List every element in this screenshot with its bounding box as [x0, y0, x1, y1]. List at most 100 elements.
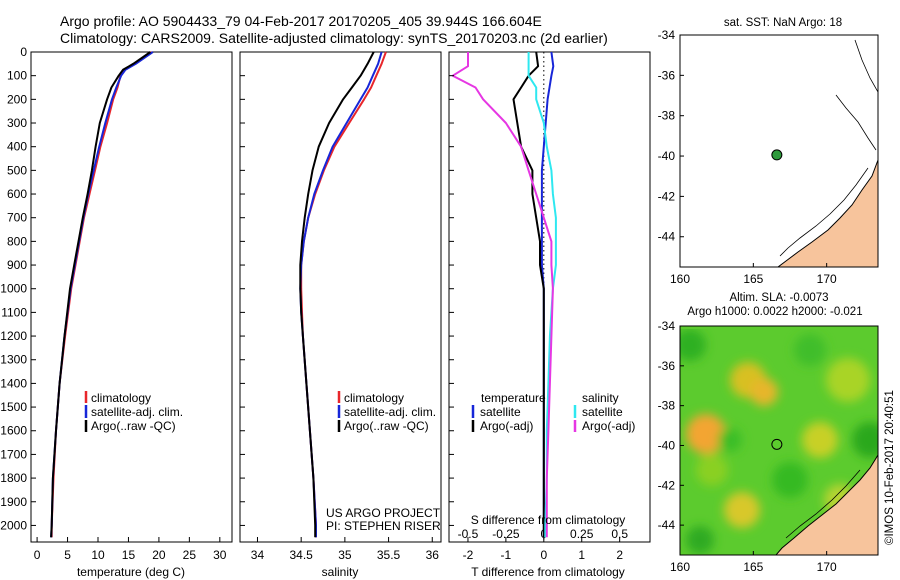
map-y-tick-label: -44: [658, 518, 676, 532]
project-credit: US ARGO PROJECT: [326, 506, 441, 520]
depth-tick-label: 100: [7, 69, 27, 83]
x-tick-label: 36: [426, 548, 440, 562]
x-tick-label: 35.5: [377, 548, 401, 562]
map-y-tick-label: -40: [658, 149, 676, 163]
map-x-tick-label: 165: [743, 560, 763, 574]
salinity-chart: 34 34.5 35 35.5 36: [251, 51, 440, 562]
depth-tick-label: 1500: [0, 400, 27, 414]
map-y-tick-label: -40: [658, 438, 676, 452]
series-line: [299, 51, 375, 538]
x-tick-label: 30: [213, 548, 227, 562]
argo-position-marker: [771, 149, 783, 161]
x-tick-label: 34: [251, 548, 265, 562]
depth-tick-label: 1100: [1, 305, 27, 319]
series-line: [527, 52, 557, 538]
legend-climatology: climatology: [91, 391, 151, 405]
sla-map-axes: 160 165 170 -34 -36 -38 -40 -42 -44: [658, 319, 837, 574]
map-x-tick-label: 170: [817, 272, 837, 286]
series-line: [50, 51, 153, 538]
bathymetry-contour: [785, 469, 861, 539]
sst-map-frame: [679, 34, 879, 268]
depth-tick-label: 2000: [0, 518, 27, 532]
new-zealand-land: [777, 159, 878, 267]
sla-map-frame: [679, 325, 879, 556]
temperature-chart: 0 5 10 15 20 25 30: [34, 51, 227, 562]
map-y-tick-label: -42: [658, 478, 676, 492]
depth-tick-label: 600: [7, 187, 27, 201]
pi-credit: PI: STEPHEN RISER: [326, 519, 441, 533]
temperature-legend: climatology satellite-adj. clim. Argo(..…: [84, 391, 183, 433]
x-tick-label: -1: [501, 548, 512, 562]
legend-temp-argo: Argo(-adj): [480, 419, 533, 433]
x-tick-label: 35: [338, 548, 352, 562]
x-tick-label: 25: [183, 548, 197, 562]
sst-map-title: sat. SST: NaN Argo: 18: [724, 17, 842, 29]
sla-map: [680, 326, 878, 555]
new-zealand-land: [775, 454, 878, 555]
map-x-tick-label: 160: [670, 560, 690, 574]
x-tick-label: 0: [540, 548, 547, 562]
map-x-tick-label: 165: [743, 272, 763, 286]
legend-temperature-header: temperature: [481, 391, 546, 405]
depth-tick-label: 300: [7, 116, 27, 130]
depth-tick-label: 500: [7, 163, 27, 177]
x2-tick-label: 0.25: [570, 527, 594, 541]
difference-panel-frame: [448, 51, 651, 543]
legend-satellite: satellite-adj. clim.: [344, 405, 436, 419]
depth-tick-label: 200: [7, 92, 27, 106]
series-line: [451, 52, 554, 538]
x2-tick-label: -0.25: [492, 527, 520, 541]
x-tick-label: 15: [122, 548, 136, 562]
legend-climatology: climatology: [344, 391, 404, 405]
map-y-tick-label: -36: [658, 68, 676, 82]
series-line: [512, 51, 545, 538]
header-subtitle: Climatology: CARS2009. Satellite-adjuste…: [60, 30, 608, 46]
depth-tick-label: 700: [7, 211, 27, 225]
salinity-axis-label: salinity: [322, 565, 359, 579]
x2-tick-label: -0.5: [458, 527, 479, 541]
map-y-tick-label: -38: [658, 399, 676, 413]
map-y-tick-label: -38: [658, 109, 676, 123]
depth-axis: 0 100 200 300 400 500 600 700 800 900 1000 1100 1200…: [0, 45, 454, 532]
map-y-tick-label: -36: [658, 359, 676, 373]
difference-legend: temperature salinity satellite Argo(-adj…: [471, 391, 635, 433]
depth-tick-label: 1600: [0, 424, 27, 438]
legend-sal-argo: Argo(-adj): [582, 419, 635, 433]
depth-tick-label: 800: [7, 234, 27, 248]
x-tick-label: 5: [64, 548, 71, 562]
header-title: Argo profile: AO 5904433_79 04-Feb-2017 …: [60, 13, 542, 29]
salinity-panel-frame: [239, 51, 442, 543]
x-tick-label: -2: [463, 548, 474, 562]
map-y-tick-label: -34: [658, 28, 676, 42]
x-tick-label: 1: [578, 548, 585, 562]
imos-timestamp: ©IMOS 10-Feb-2017 20:40:51: [884, 390, 896, 545]
argo-position-marker: [771, 438, 783, 450]
legend-salinity-header: salinity: [582, 391, 619, 405]
depth-tick-label: 1200: [0, 329, 27, 343]
series-line: [50, 51, 151, 538]
depth-tick-label: 1700: [0, 447, 27, 461]
s-difference-axis-label: S difference from climatology: [471, 513, 626, 527]
map-x-tick-label: 170: [817, 560, 837, 574]
t-difference-axis-label: T difference from climatology: [471, 565, 625, 579]
bathymetry-contour: [854, 39, 878, 93]
map-y-tick-label: -42: [658, 189, 676, 203]
temperature-axis-label: temperature (deg C): [77, 565, 185, 579]
legend-satellite: satellite-adj. clim.: [91, 405, 183, 419]
bathymetry-contour: [835, 94, 877, 151]
x2-tick-label: 0.5: [611, 527, 628, 541]
x-tick-label: 10: [91, 548, 105, 562]
depth-tick-label: 900: [7, 258, 27, 272]
series-line: [300, 51, 387, 538]
map-x-tick-label: 160: [670, 272, 690, 286]
legend-argo: Argo(..raw -QC): [344, 419, 429, 433]
depth-tick-label: 1400: [0, 376, 27, 390]
depth-tick-label: 1000: [0, 282, 27, 296]
depth-tick-label: 1900: [0, 495, 27, 509]
temperature-panel-frame: [30, 51, 233, 543]
sla-map-title: Altim. SLA: -0.0073: [729, 292, 828, 304]
sla-anomaly-field: [680, 329, 878, 554]
legend-argo: Argo(..raw -QC): [91, 419, 176, 433]
